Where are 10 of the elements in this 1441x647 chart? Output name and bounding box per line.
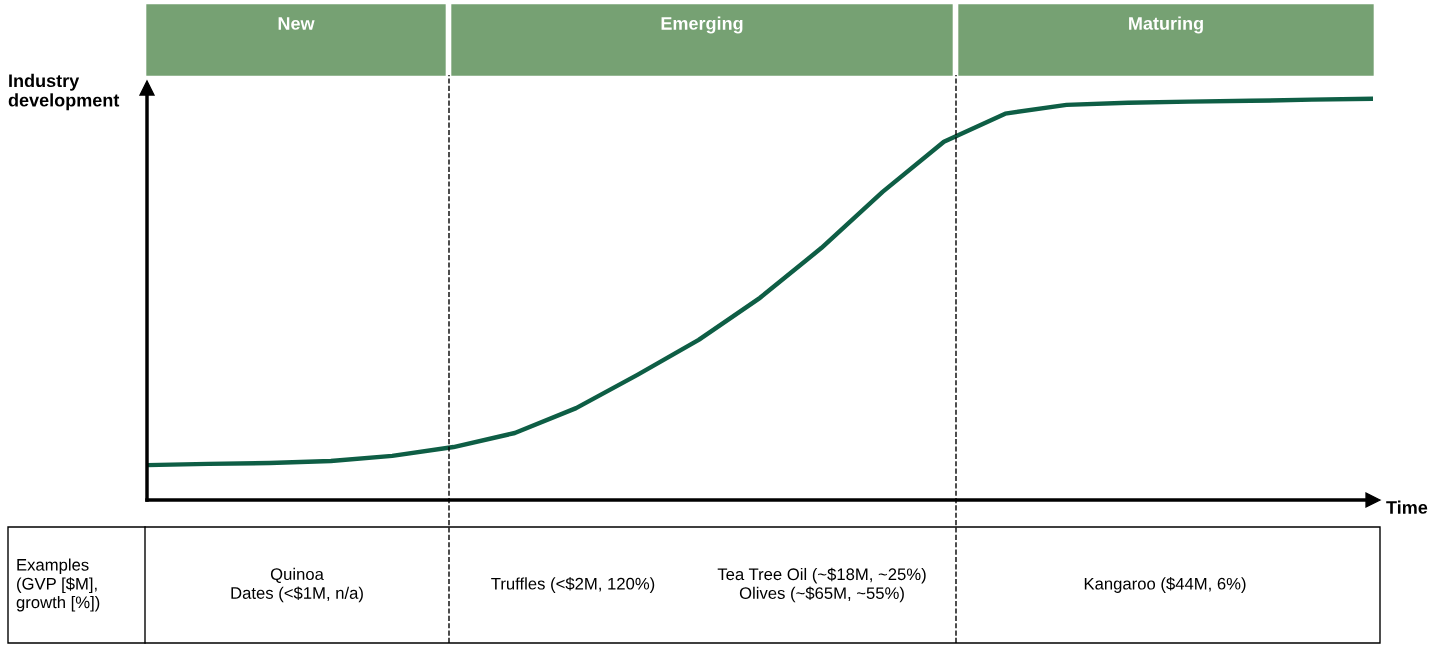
- y-axis-title: Industry development: [8, 73, 120, 111]
- text: New: [278, 17, 315, 30]
- text: Kangaroo ($44M, 6%): [1084, 577, 1246, 593]
- text: Tea Tree Oil (~$18M, ~25%) Olives (~$65M, ~55%): [717, 567, 926, 603]
- x-axis-title: Time: [1386, 500, 1428, 514]
- text: Truffles (<$2M, 120%): [491, 577, 655, 593]
- text: Examples (GVP [$M], growth [%]): [16, 558, 100, 612]
- text: Emerging: [661, 16, 743, 34]
- text: Maturing: [1129, 16, 1203, 34]
- text: Quinoa Dates (<$1M, n/a): [231, 567, 363, 603]
